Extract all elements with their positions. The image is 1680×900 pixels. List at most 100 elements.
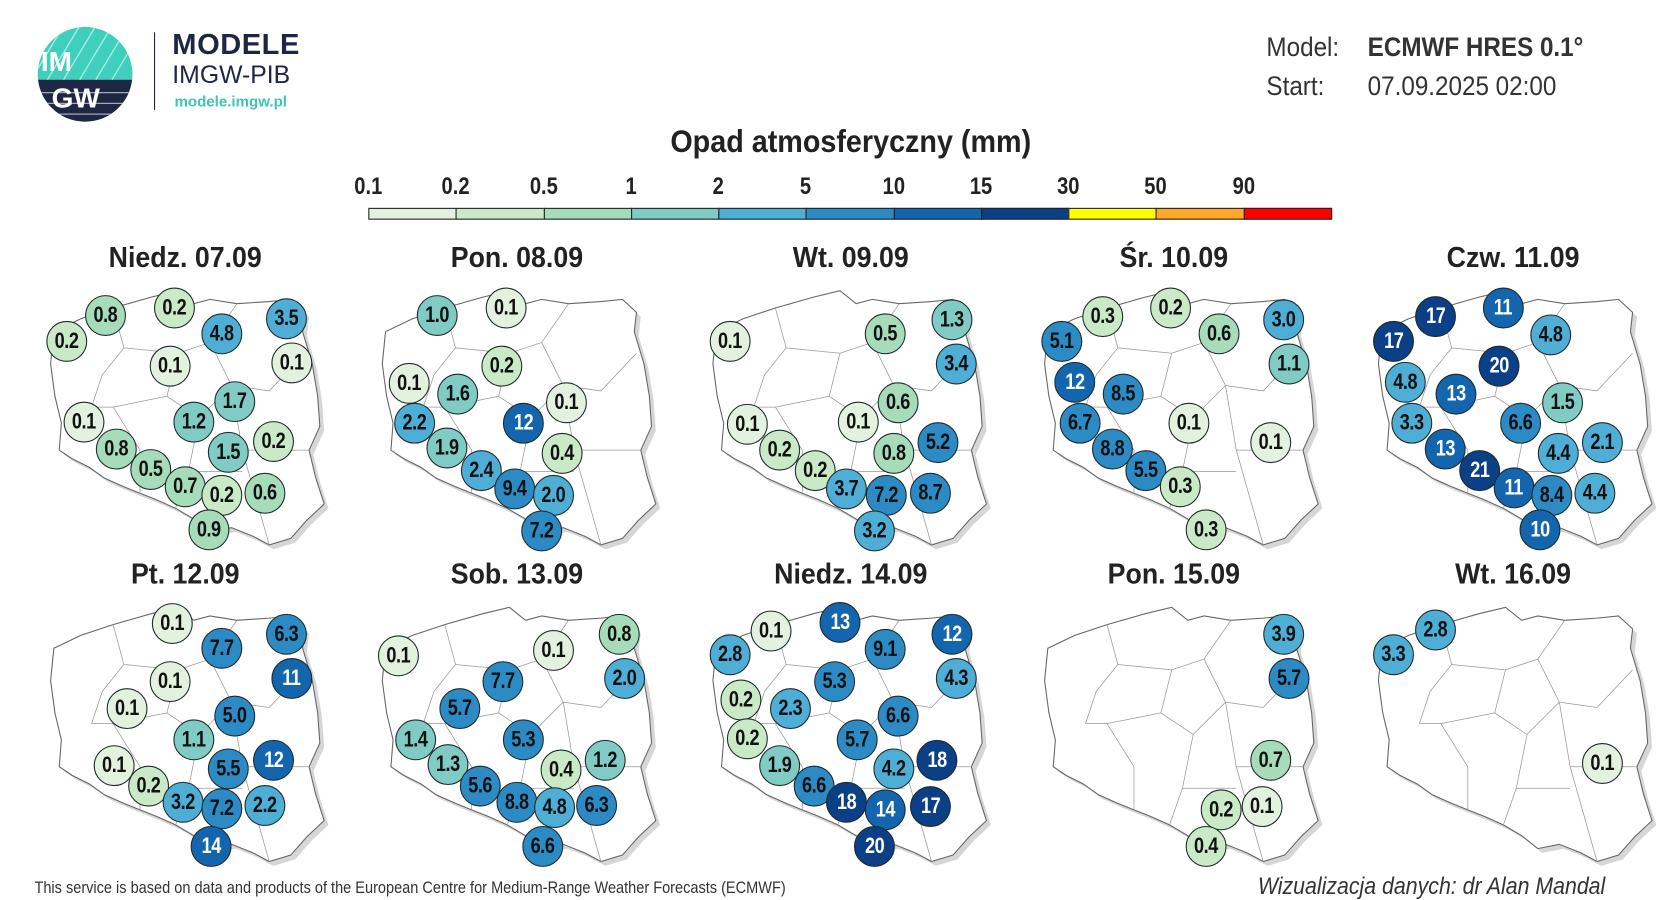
precip-bubble: 4.8 [201, 313, 243, 355]
precip-value: 3.2 [171, 789, 195, 815]
precip-bubble: 0.2 [481, 345, 523, 387]
precip-value: 12 [942, 621, 962, 647]
precip-value: 2.2 [252, 792, 277, 818]
model-label: Model: [1266, 32, 1340, 63]
panel-title: Wt. 09.09 [792, 241, 909, 274]
precip-bubble: 1.2 [584, 739, 626, 781]
precip-bubble: 3.9 [1263, 613, 1305, 655]
precip-value: 0.1 [735, 411, 760, 437]
precip-bubble: 0.1 [750, 610, 792, 652]
precip-value: 18 [836, 789, 857, 815]
precip-bubble: 1.7 [214, 381, 256, 423]
precip-bubble: 0.1 [106, 688, 148, 730]
precip-value: 0.2 [803, 457, 828, 483]
precip-bubble: 0.2 [720, 679, 762, 721]
colorbar-segment [893, 207, 983, 220]
precip-value: 2.2 [402, 410, 427, 436]
precip-bubble: 8.8 [1091, 428, 1133, 470]
colorbar-tick-label: 2 [712, 172, 724, 200]
precip-bubble: 1.3 [931, 299, 973, 341]
precip-bubble: 14 [190, 825, 232, 867]
precip-bubble: 1.4 [395, 719, 437, 761]
colorbar-tick-label: 50 [1144, 172, 1168, 200]
precip-bubble: 0.2 [759, 429, 801, 471]
colorbar-segment [455, 207, 545, 220]
precip-value: 0.2 [136, 773, 161, 798]
precip-bubble: 9.4 [494, 468, 536, 510]
precip-bubble: 6.6 [1500, 402, 1542, 444]
precip-bubble: 7.7 [482, 661, 524, 703]
precip-bubble: 3.2 [162, 781, 204, 823]
precip-bubble: 13 [1424, 428, 1466, 470]
precip-value: 0.1 [541, 637, 566, 663]
precip-value: 1.1 [1277, 351, 1301, 376]
precip-value: 0.1 [279, 349, 304, 375]
precip-bubble: 7.2 [521, 510, 563, 552]
precip-value: 6.6 [1508, 410, 1533, 436]
precip-bubble: 3.7 [825, 468, 867, 510]
precip-bubble: 12 [502, 402, 544, 444]
brand-url[interactable]: modele.imgw.pl [174, 92, 287, 110]
precip-value: 4.8 [209, 320, 234, 346]
precip-bubble: 18 [825, 781, 867, 823]
precip-bubble: 1.2 [173, 401, 215, 443]
precip-value: 20 [1489, 353, 1509, 378]
chart-title: Opad atmosferyczny (mm) [670, 124, 1032, 160]
precip-bubble: 5.3 [814, 661, 856, 703]
precip-bubble: 0.2 [1200, 789, 1242, 831]
precip-value: 4.8 [542, 794, 567, 820]
precip-value: 6.7 [1068, 410, 1093, 436]
precip-value: 4.4 [1546, 440, 1571, 466]
precip-bubble: 1.3 [427, 744, 469, 786]
precip-value: 7.2 [529, 517, 554, 543]
precip-value: 11 [1494, 295, 1513, 320]
panel-title: Sob. 13.09 [450, 557, 584, 591]
precip-value: 11 [1504, 474, 1524, 500]
precip-bubble: 4.8 [1384, 361, 1426, 403]
precip-value: 1.5 [216, 439, 241, 465]
precip-value: 3.2 [862, 517, 887, 543]
precip-bubble: 5.7 [439, 688, 481, 730]
precip-value: 1.2 [593, 747, 618, 773]
precip-value: 0.8 [93, 302, 118, 328]
precip-bubble: 12 [931, 613, 973, 655]
precip-value: 9.4 [502, 475, 527, 501]
panel-title: Pon. 15.09 [1107, 557, 1240, 591]
precip-value: 21 [1470, 457, 1490, 483]
colorbar-segment [1068, 207, 1158, 220]
colorbar-tick-label: 5 [800, 172, 812, 200]
precip-bubble: 0.1 [726, 403, 768, 445]
precip-value: 2.0 [612, 665, 637, 691]
precip-bubble: 2.2 [244, 785, 286, 826]
precip-value: 3.0 [1271, 306, 1296, 332]
precip-value: 0.2 [767, 437, 792, 462]
precip-value: 5.6 [468, 773, 493, 798]
panel-title: Niedz. 14.09 [774, 557, 928, 591]
precip-bubble: 0.9 [188, 509, 230, 551]
precip-value: 12 [263, 747, 284, 773]
precip-bubble: 8.7 [909, 472, 951, 514]
precip-value: 6.6 [802, 773, 827, 798]
precip-bubble: 4.8 [534, 787, 576, 829]
precip-bubble: 0.1 [149, 345, 191, 387]
precip-bubble: 0.2 [128, 765, 170, 807]
precip-bubble: 5.5 [1125, 450, 1167, 492]
precip-bubble: 11 [271, 657, 313, 699]
precip-bubble: 1.5 [207, 431, 249, 473]
precip-bubble: 4.8 [1530, 314, 1572, 356]
precip-value: 0.2 [162, 295, 187, 320]
panel-title: Pon. 08.09 [450, 241, 584, 274]
precip-bubble: 2.1 [1581, 422, 1623, 464]
precip-value: 1.2 [181, 409, 206, 434]
colorbar-segment [1243, 207, 1333, 220]
precip-bubble: 0.2 [153, 287, 195, 329]
precip-value: 1.7 [222, 388, 247, 414]
precip-value: 0.3 [1168, 473, 1193, 499]
precip-value: 3.7 [834, 475, 859, 501]
precip-value: 0.2 [1209, 796, 1234, 822]
precip-value: 0.2 [261, 428, 286, 454]
colorbar-tick-label: 0.5 [529, 172, 558, 200]
precip-value: 20 [864, 833, 885, 859]
precip-bubble: 0.1 [533, 629, 574, 671]
